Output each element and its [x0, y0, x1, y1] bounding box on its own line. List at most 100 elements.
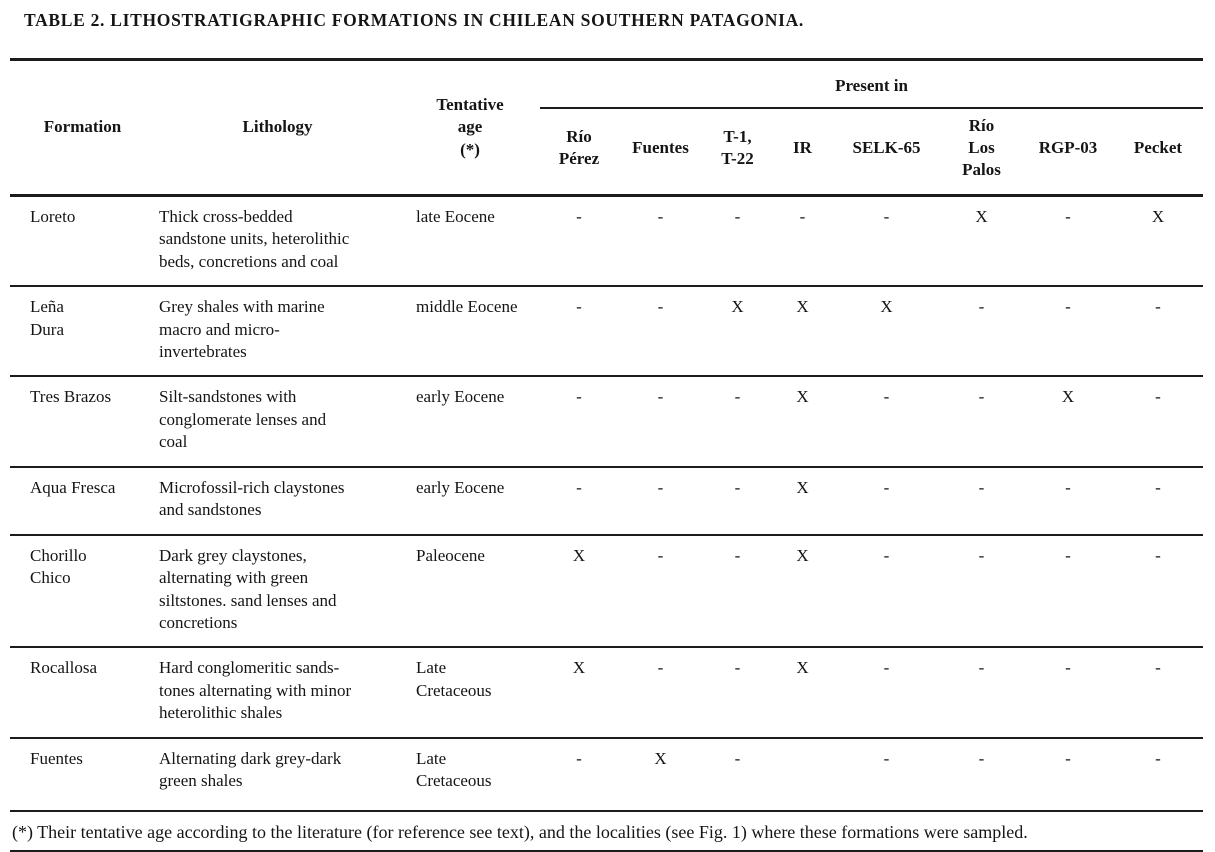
age-cell: Paleocene	[400, 533, 540, 648]
column-header-fuentes: Fuentes	[632, 137, 689, 157]
presence-mark: -	[833, 646, 940, 738]
table-body: Loreto Thick cross-bedded sandstone unit…	[10, 193, 1203, 811]
presence-mark: -	[540, 193, 618, 287]
presence-mark: -	[1113, 465, 1203, 535]
table-row-chorillo-chico: Chorillo Chico Dark grey claystones, alt…	[10, 533, 1203, 648]
presence-mark: -	[1113, 375, 1203, 467]
presence-mark: -	[1023, 193, 1113, 287]
presence-mark: -	[1113, 533, 1203, 648]
column-header-rio-los-palos: Río Los Palos	[962, 115, 1001, 180]
presence-mark: X	[618, 736, 703, 811]
lithology-cell: Hard conglomeritic sands- tones alternat…	[155, 646, 400, 738]
age-cell: late Eocene	[400, 193, 540, 287]
table-row-lena-dura: Leña Dura Grey shales with marine macro …	[10, 285, 1203, 377]
presence-mark: X	[703, 285, 772, 377]
age-cell: Late Cretaceous	[400, 736, 540, 811]
lithology-cell: Silt-sandstones with conglomerate lenses…	[155, 375, 400, 467]
table-row-aqua-fresca: Aqua Fresca Microfossil-rich claystones …	[10, 465, 1203, 535]
table-row-fuentes: Fuentes Alternating dark grey-dark green…	[10, 736, 1203, 811]
lithostratigraphic-table: Formation Lithology Tentative age (*) Pr…	[10, 58, 1203, 812]
age-cell: early Eocene	[400, 465, 540, 535]
column-header-rgp-03: RGP-03	[1038, 137, 1098, 157]
presence-mark: -	[833, 736, 940, 811]
presence-mark: X	[772, 465, 833, 535]
column-header-t1-t22: T-1, T-22	[721, 126, 754, 169]
presence-mark: -	[833, 533, 940, 648]
table-header: Formation Lithology Tentative age (*) Pr…	[10, 59, 1203, 196]
bottom-rule-divider	[10, 849, 1203, 852]
presence-mark: -	[618, 646, 703, 738]
header-row-group: Formation Lithology Tentative age (*) Pr…	[10, 59, 1203, 159]
formation-cell: Aqua Fresca	[10, 465, 155, 535]
formation-cell: Rocallosa	[10, 646, 155, 738]
lithology-cell: Grey shales with marine macro and micro-…	[155, 285, 400, 377]
column-header-rio-perez: Río Pérez	[558, 126, 600, 169]
column-header-lithology: Lithology	[242, 117, 313, 137]
lithology-cell: Thick cross-bedded sandstone units, hete…	[155, 193, 400, 287]
presence-mark: X	[833, 285, 940, 377]
presence-mark: -	[618, 285, 703, 377]
presence-mark: X	[1113, 193, 1203, 287]
column-header-ir: IR	[793, 137, 812, 157]
presence-mark: -	[540, 375, 618, 467]
table-row-rocallosa: Rocallosa Hard conglomeritic sands- tone…	[10, 646, 1203, 738]
presence-mark: -	[703, 193, 772, 287]
presence-mark: -	[940, 285, 1023, 377]
formation-cell: Tres Brazos	[10, 375, 155, 467]
presence-mark: -	[833, 193, 940, 287]
presence-mark: -	[618, 193, 703, 287]
presence-mark: -	[772, 193, 833, 287]
presence-mark: -	[833, 375, 940, 467]
lithology-cell: Dark grey claystones, alternating with g…	[155, 533, 400, 648]
presence-mark: -	[1023, 736, 1113, 811]
presence-mark: -	[703, 736, 772, 811]
formation-cell: Fuentes	[10, 736, 155, 811]
presence-mark: -	[618, 375, 703, 467]
column-header-formation: Formation	[43, 117, 122, 137]
group-header-present-in: Present in	[540, 59, 1203, 109]
table-footnote: (*) Their tentative age according to the…	[12, 821, 1028, 842]
presence-mark: -	[703, 375, 772, 467]
presence-mark: -	[540, 285, 618, 377]
presence-mark: -	[1113, 646, 1203, 738]
presence-mark: -	[1023, 646, 1113, 738]
presence-mark: X	[772, 285, 833, 377]
presence-mark: -	[940, 736, 1023, 811]
presence-mark: X	[1023, 375, 1113, 467]
age-cell: middle Eocene	[400, 285, 540, 377]
presence-mark: -	[1113, 285, 1203, 377]
presence-mark	[772, 736, 833, 811]
presence-mark: -	[618, 465, 703, 535]
presence-mark: -	[1113, 736, 1203, 811]
age-cell: Late Cretaceous	[400, 646, 540, 738]
presence-mark: X	[772, 533, 833, 648]
presence-mark: -	[703, 465, 772, 535]
presence-mark: -	[540, 736, 618, 811]
presence-mark: -	[833, 465, 940, 535]
table-row-tres-brazos: Tres Brazos Silt-sandstones with conglom…	[10, 375, 1203, 467]
formation-cell: Chorillo Chico	[10, 533, 155, 648]
presence-mark: X	[940, 193, 1023, 287]
presence-mark: X	[772, 646, 833, 738]
presence-mark: X	[540, 646, 618, 738]
presence-mark: -	[940, 646, 1023, 738]
presence-mark: -	[940, 533, 1023, 648]
presence-mark: -	[940, 375, 1023, 467]
column-header-pecket: Pecket	[1133, 137, 1183, 157]
presence-mark: -	[703, 646, 772, 738]
header-row-localities: Río Pérez Fuentes T-1, T-22 IR SELK-65 R…	[10, 108, 1203, 196]
presence-mark: -	[1023, 285, 1113, 377]
presence-mark: -	[1023, 465, 1113, 535]
presence-mark: -	[1023, 533, 1113, 648]
lithology-cell: Alternating dark grey-dark green shales	[155, 736, 400, 811]
presence-mark: -	[618, 533, 703, 648]
column-header-selk-65: SELK-65	[852, 137, 921, 157]
column-header-tentative-age: Tentative age (*)	[436, 94, 504, 159]
presence-mark: -	[703, 533, 772, 648]
table-title: TABLE 2. LITHOSTRATIGRAPHIC FORMATIONS I…	[24, 10, 804, 30]
presence-mark: X	[540, 533, 618, 648]
formation-cell: Leña Dura	[10, 285, 155, 377]
presence-mark: -	[940, 465, 1023, 535]
table-row-loreto: Loreto Thick cross-bedded sandstone unit…	[10, 193, 1203, 287]
